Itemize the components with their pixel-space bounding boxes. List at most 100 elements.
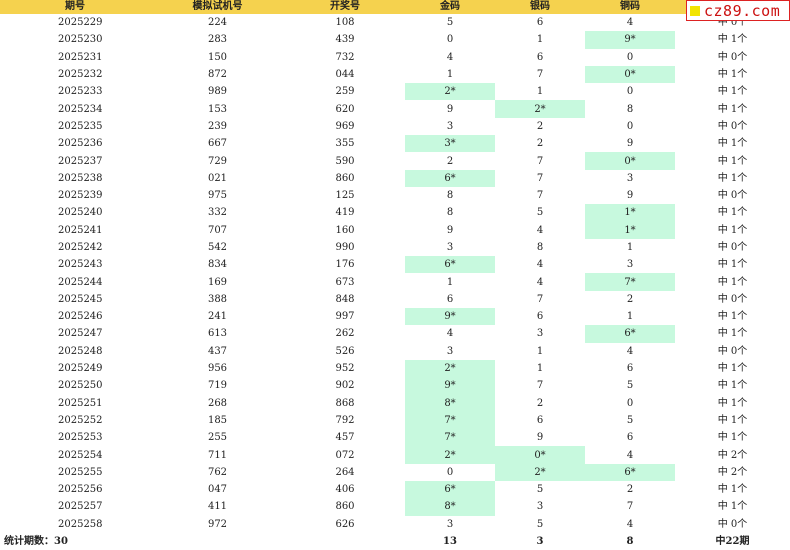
cell-draw-number: 673 (335, 276, 355, 288)
cell-result: 中 1个 (717, 397, 748, 409)
cell-period: 2025255 (58, 466, 103, 478)
table-row: 2025235 239 969 3 2 0 中 0个 (0, 118, 790, 135)
cell-bronze-code: 1* (585, 221, 675, 239)
cell-silver-code: 1 (536, 363, 544, 375)
cell-sim-number: 021 (207, 172, 228, 184)
table-row: 2025248 437 526 3 1 4 中 0个 (0, 343, 790, 360)
cell-gold-code: 3 (446, 345, 454, 357)
table-row: 2025237 729 590 2 7 0* 中 1个 (0, 152, 790, 170)
cell-sim-number: 972 (207, 518, 228, 530)
table-row: 2025258 972 626 3 5 4 中 0个 (0, 516, 790, 533)
cell-period: 2025244 (58, 276, 103, 288)
cell-silver-code: 1 (536, 34, 544, 46)
cell-silver-code: 6 (536, 414, 544, 426)
cell-period: 2025240 (58, 207, 103, 219)
cell-bronze-code: 4 (626, 449, 634, 461)
cell-silver-code: 0* (495, 446, 585, 464)
cell-silver-code: 7 (536, 293, 544, 305)
cell-period: 2025239 (58, 190, 103, 202)
summary-gold-total: 13 (443, 535, 457, 547)
cell-bronze-code: 1* (585, 204, 675, 222)
summary-label: 统计期数：30 (4, 535, 68, 547)
cell-result: 中 1个 (717, 501, 748, 513)
cell-draw-number: 176 (335, 259, 355, 271)
cell-sim-number: 169 (207, 276, 228, 288)
cell-sim-number: 613 (207, 328, 228, 340)
table-row: 2025234 153 620 9 2* 8 中 1个 (0, 100, 790, 118)
cell-gold-code: 9 (446, 103, 454, 115)
cell-draw-number: 406 (335, 484, 355, 496)
cell-sim-number: 224 (207, 17, 228, 29)
cell-bronze-code: 5 (626, 414, 634, 426)
cell-result: 中 1个 (717, 311, 748, 323)
cell-gold-code: 2* (405, 359, 495, 378)
summary-bronze-total: 8 (626, 535, 634, 547)
cell-period: 2025249 (58, 363, 103, 375)
cell-sim-number: 047 (207, 484, 228, 496)
header-silver-code: 银码 (495, 0, 585, 14)
cell-bronze-code: 5 (626, 380, 634, 392)
summary-empty-1 (150, 533, 285, 550)
cell-period: 2025234 (58, 103, 103, 115)
cell-period: 2025250 (58, 380, 103, 392)
cell-gold-code: 3 (446, 242, 454, 253)
cell-silver-code: 2* (495, 463, 585, 482)
table-row: 2025256 047 406 6* 5 2 中 1个 (0, 481, 790, 499)
cell-result: 中 1个 (717, 484, 748, 496)
cell-bronze-code: 0 (626, 397, 634, 409)
cell-result: 中 0个 (717, 242, 748, 253)
cell-draw-number: 902 (335, 380, 355, 392)
cell-gold-code: 5 (446, 17, 454, 29)
cell-draw-number: 952 (335, 363, 355, 375)
cell-draw-number: 072 (335, 449, 355, 461)
cell-sim-number: 956 (207, 363, 228, 375)
cell-period: 2025233 (58, 86, 103, 98)
cell-draw-number: 264 (335, 466, 355, 478)
cell-result: 中 0个 (717, 51, 748, 63)
cell-gold-code: 4 (446, 328, 454, 340)
cell-bronze-code: 4 (626, 345, 634, 357)
cell-gold-code: 3 (446, 120, 454, 132)
cell-bronze-code: 6* (585, 325, 675, 343)
cell-period: 2025229 (58, 17, 103, 29)
cell-draw-number: 997 (335, 311, 355, 323)
cell-bronze-code: 3 (626, 172, 634, 184)
cell-bronze-code: 0* (585, 152, 675, 170)
cell-sim-number: 989 (207, 86, 228, 98)
summary-silver-total: 3 (536, 535, 544, 547)
cell-gold-code: 3 (446, 518, 454, 530)
table-row: 2025255 762 264 0 2* 6* 中 2个 (0, 463, 790, 482)
cell-draw-number: 259 (335, 86, 355, 98)
cell-gold-code: 8* (405, 394, 495, 412)
cell-silver-code: 6 (536, 311, 544, 323)
cell-silver-code: 7 (536, 69, 544, 81)
cell-draw-number: 860 (335, 501, 355, 513)
cell-gold-code: 2* (405, 446, 495, 464)
cell-bronze-code: 4 (626, 17, 634, 29)
cell-silver-code: 5 (536, 484, 544, 496)
cell-result: 中 1个 (717, 103, 748, 115)
cell-bronze-code: 1 (626, 311, 634, 323)
cell-result: 中 2个 (717, 466, 748, 478)
cell-period: 2025231 (58, 51, 103, 63)
table-row: 2025232 872 044 1 7 0* 中 1个 (0, 65, 790, 84)
cell-gold-code: 1 (446, 276, 454, 288)
cell-result: 中 1个 (717, 328, 748, 340)
table-body: 2025229 224 108 5 6 4 中 0个 2025230 283 439 0 1 9* 中 1… (0, 14, 790, 533)
cell-result: 中 1个 (717, 207, 748, 219)
cell-period: 2025256 (58, 484, 103, 496)
cell-draw-number: 990 (335, 242, 355, 253)
site-logo[interactable]: cz89.com (686, 0, 790, 21)
cell-silver-code: 8 (536, 242, 544, 253)
cell-bronze-code: 6 (626, 432, 634, 444)
cell-draw-number: 620 (335, 103, 355, 115)
cell-period: 2025242 (58, 242, 103, 253)
cell-draw-number: 860 (335, 172, 355, 184)
cell-silver-code: 7 (536, 380, 544, 392)
cell-result: 中 1个 (717, 432, 748, 444)
cell-period: 2025232 (58, 69, 103, 81)
table-header-row: 期号 模拟试机号 开奖号 金码 银码 铜码 (0, 0, 790, 14)
cell-draw-number: 792 (335, 414, 355, 426)
table-row: 2025244 169 673 1 4 7* 中 1个 (0, 273, 790, 291)
table-row: 2025239 975 125 8 7 9 中 0个 (0, 187, 790, 204)
